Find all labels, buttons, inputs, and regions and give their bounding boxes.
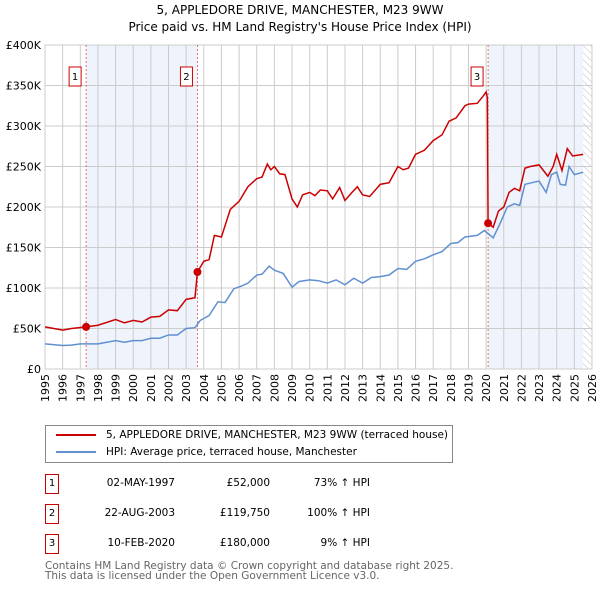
sale-point — [82, 322, 91, 331]
sale-date: 22-AUG-2003 — [104, 507, 175, 519]
sale-hpi-diff: 73% ↑ HPI — [313, 477, 370, 489]
x-tick-label: 2019 — [462, 374, 475, 402]
x-tick-label: 2026 — [586, 374, 599, 402]
x-tick-label: 2007 — [251, 374, 264, 402]
x-tick-label: 2017 — [427, 374, 440, 402]
sale-row: 3 10-FEB-2020 £180,000 9% ↑ HPI — [45, 534, 465, 554]
y-tick-label: £300K — [6, 120, 42, 133]
legend-swatch-hpi — [56, 451, 96, 453]
x-tick-label: 2000 — [127, 374, 140, 402]
sale-badge: 3 — [45, 534, 59, 554]
property-price-line — [44, 90, 584, 331]
x-tick-label: 1998 — [92, 374, 105, 402]
y-tick-label: £400K — [6, 39, 42, 52]
y-tick-label: £150K — [6, 242, 42, 255]
footer-licence: This data is licensed under the Open Gov… — [45, 570, 380, 582]
sale-price: £119,750 — [219, 507, 270, 519]
sale-row: 1 02-MAY-1997 £52,000 73% ↑ HPI — [45, 474, 465, 494]
sale-badge-label: 1 — [72, 72, 78, 83]
sale-price: £52,000 — [226, 477, 270, 489]
sale-badge — [68, 66, 82, 87]
x-tick-label: 2004 — [198, 374, 211, 402]
plot-border — [44, 44, 593, 370]
y-tick-label: £50K — [13, 323, 42, 336]
legend-swatch-property — [56, 434, 96, 436]
sale-badge — [179, 66, 193, 87]
x-tick-label: 2025 — [568, 374, 581, 402]
x-tick-label: 1997 — [74, 374, 87, 402]
y-tick-label: £100K — [6, 282, 42, 295]
sale-row: 2 22-AUG-2003 £119,750 100% ↑ HPI — [45, 504, 465, 524]
x-tick-label: 2003 — [180, 374, 193, 402]
x-tick-label: 2006 — [233, 374, 246, 402]
sale-price: £180,000 — [219, 537, 270, 549]
sale-hpi-diff: 9% ↑ HPI — [320, 537, 370, 549]
x-tick-label: 2014 — [374, 374, 387, 402]
sale-badge-label: 3 — [474, 72, 480, 83]
sale-badge-label: 2 — [183, 72, 189, 83]
hpi-line — [44, 164, 584, 347]
legend: 5, APPLEDORE DRIVE, MANCHESTER, M23 9WW … — [45, 425, 453, 463]
y-tick-label: £0 — [27, 363, 41, 376]
chart-title: 5, APPLEDORE DRIVE, MANCHESTER, M23 9WW — [156, 3, 444, 17]
footer-copyright: Contains HM Land Registry data © Crown c… — [45, 560, 454, 572]
sale-point — [193, 268, 202, 277]
x-tick-label: 1995 — [39, 374, 52, 402]
x-tick-label: 2024 — [551, 374, 564, 402]
sale-badge: 1 — [45, 474, 59, 494]
sale-badge: 2 — [45, 504, 59, 524]
x-tick-label: 2023 — [533, 374, 546, 402]
x-tick-label: 2001 — [145, 374, 158, 402]
x-tick-label: 2021 — [498, 374, 511, 402]
x-tick-label: 2016 — [410, 374, 423, 402]
y-tick-label: £200K — [6, 201, 42, 214]
x-tick-label: 2012 — [339, 374, 352, 402]
y-tick-label: £250K — [6, 161, 42, 174]
x-tick-label: 2018 — [445, 374, 458, 402]
chart-subtitle: Price paid vs. HM Land Registry's House … — [128, 20, 472, 34]
x-tick-label: 2002 — [163, 374, 176, 402]
x-tick-label: 1999 — [110, 374, 123, 402]
x-tick-label: 1996 — [57, 374, 70, 402]
x-tick-label: 2008 — [268, 374, 281, 402]
x-tick-label: 2010 — [304, 374, 317, 402]
y-tick-label: £350K — [6, 80, 42, 93]
x-tick-label: 2005 — [215, 374, 228, 402]
sale-hpi-diff: 100% ↑ HPI — [307, 507, 370, 519]
legend-label-property: 5, APPLEDORE DRIVE, MANCHESTER, M23 9WW … — [106, 429, 449, 441]
sale-badge — [470, 66, 484, 87]
sale-date: 10-FEB-2020 — [107, 537, 175, 549]
price-chart: 1995 1996 1997 1998 1999 2000 2001 2002 2003 2004… — [6, 39, 599, 402]
x-tick-label: 2009 — [286, 374, 299, 402]
x-tick-label: 2011 — [321, 374, 334, 402]
x-tick-label: 2013 — [357, 374, 370, 402]
sale-point — [484, 219, 493, 228]
x-tick-label: 2022 — [515, 374, 528, 402]
x-tick-label: 2015 — [392, 374, 405, 402]
sale-date: 02-MAY-1997 — [106, 477, 175, 489]
legend-label-hpi: HPI: Average price, terraced house, Manc… — [106, 446, 357, 458]
x-tick-label: 2020 — [480, 374, 493, 402]
